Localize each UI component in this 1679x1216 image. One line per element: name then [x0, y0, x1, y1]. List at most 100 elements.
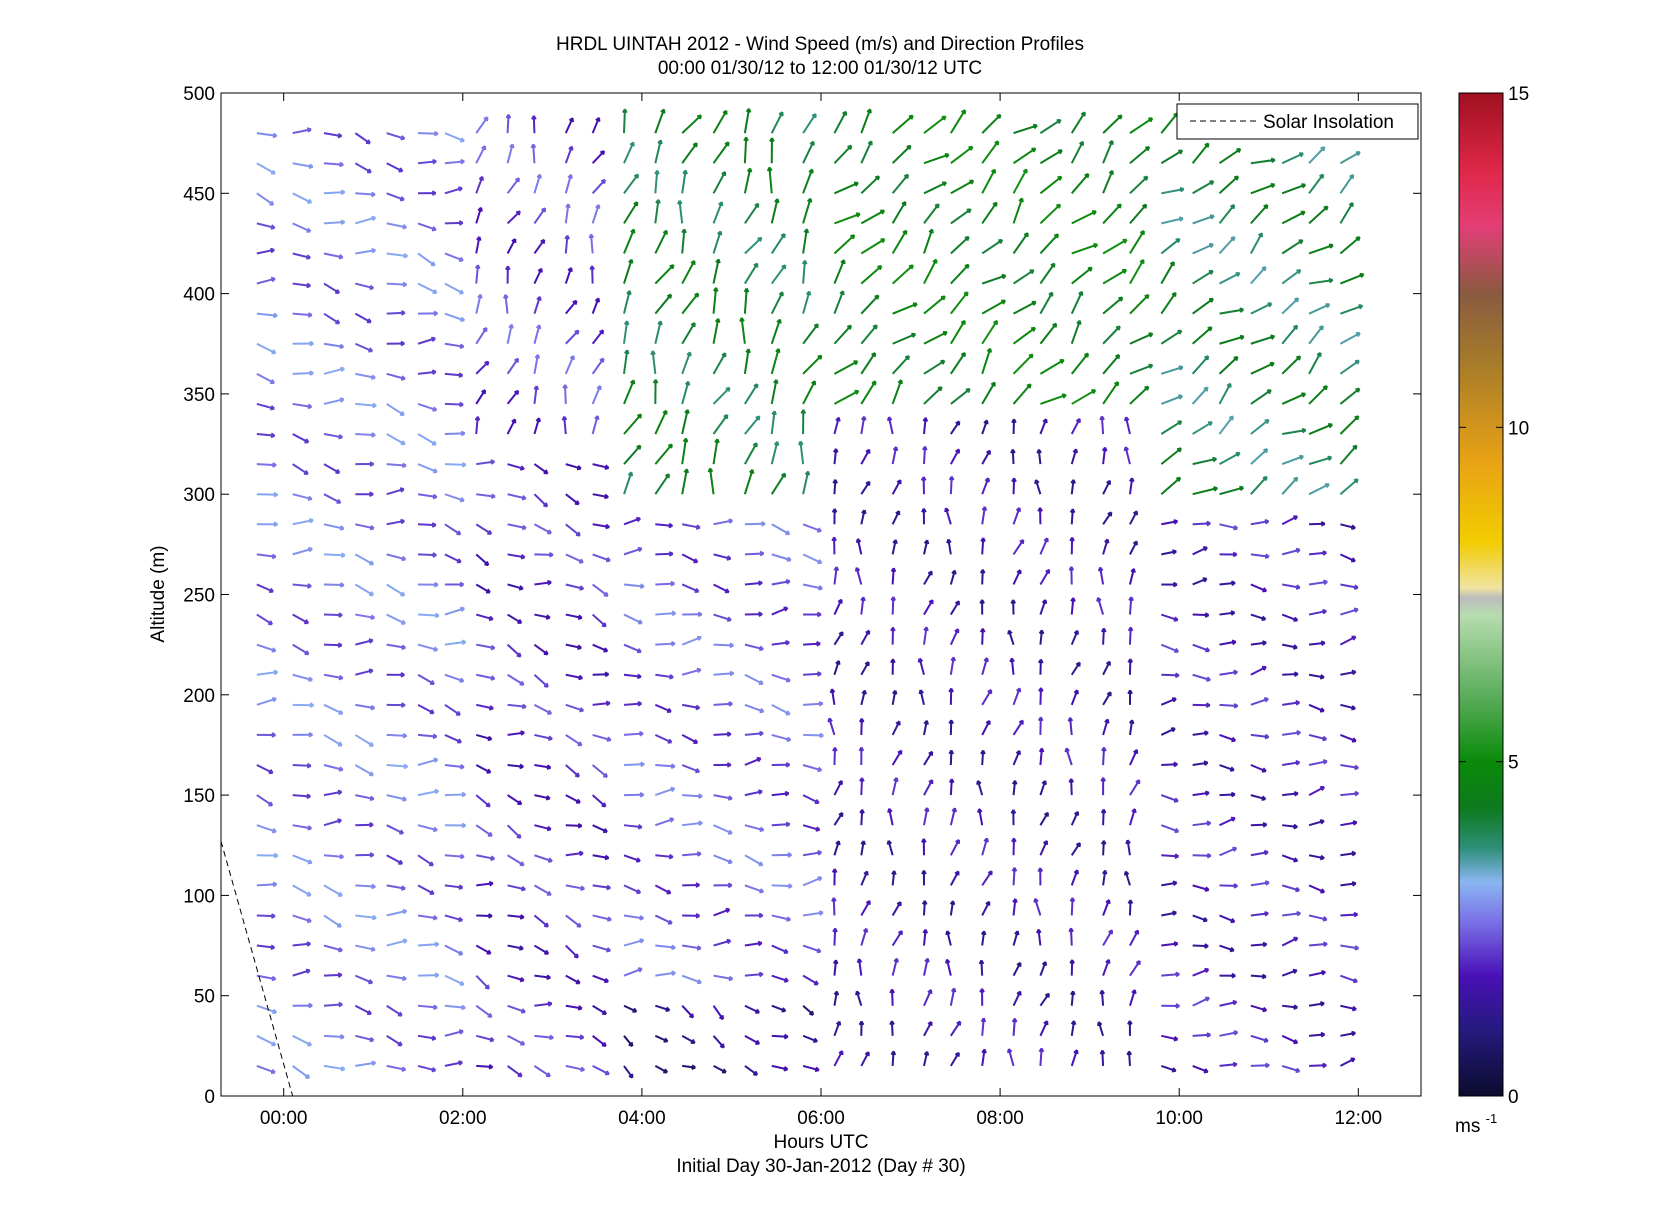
wind-vector: [386, 192, 405, 202]
wind-vector: [979, 628, 986, 645]
wind-vector: [981, 113, 1002, 134]
wind-vector: [1039, 358, 1065, 375]
wind-vector: [833, 1020, 842, 1037]
wind-vector: [623, 444, 642, 465]
wind-vector: [860, 352, 877, 375]
wind-vector: [506, 323, 514, 344]
colorbar-unit-exp: -1: [1486, 1111, 1498, 1126]
wind-vector: [1219, 791, 1236, 798]
wind-vector: [623, 854, 641, 863]
wind-vector: [771, 1064, 789, 1072]
wind-vector: [623, 730, 644, 737]
wind-vector: [743, 469, 755, 495]
wind-vector: [444, 974, 465, 986]
wind-vector: [475, 613, 494, 622]
wind-vector: [354, 312, 372, 324]
wind-vector: [1219, 944, 1235, 953]
wind-vector: [655, 640, 676, 647]
wind-vector: [256, 192, 275, 206]
wind-vector: [354, 734, 374, 747]
wind-vector: [1192, 180, 1215, 195]
wind-vector: [256, 974, 277, 982]
wind-vector: [654, 409, 668, 435]
wind-vector: [771, 1033, 789, 1040]
wind-vector: [1281, 968, 1298, 977]
wind-vector: [323, 397, 345, 405]
wind-vector: [1037, 867, 1044, 886]
wind-vector: [948, 778, 955, 796]
wind-vector: [1071, 242, 1099, 255]
wind-vector: [713, 854, 733, 865]
wind-vector: [654, 1034, 669, 1043]
wind-vector: [655, 970, 676, 977]
wind-vector: [386, 1064, 407, 1072]
wind-vector: [1218, 204, 1236, 225]
wind-vector: [981, 689, 993, 706]
wind-vector: [744, 854, 764, 867]
wind-vector: [681, 322, 696, 345]
wind-vector: [1219, 639, 1237, 646]
wind-vector: [475, 794, 491, 808]
wind-vector: [923, 750, 934, 766]
wind-vector: [1219, 733, 1237, 743]
wind-vector: [1192, 760, 1209, 766]
wind-vector: [1101, 446, 1108, 465]
wind-vector: [1070, 172, 1090, 194]
wind-vector: [533, 643, 549, 656]
wind-vector: [891, 479, 902, 495]
wind-vector: [713, 824, 733, 835]
wind-vector: [355, 822, 374, 828]
wind-vector: [744, 971, 764, 978]
wind-vector: [417, 972, 440, 979]
wind-vector: [292, 884, 312, 897]
wind-vector: [1308, 1001, 1325, 1007]
wind-vector: [292, 252, 311, 260]
wind-vector: [1250, 910, 1269, 917]
wind-vector: [417, 788, 440, 797]
wind-vector: [802, 824, 821, 832]
wind-vector: [592, 700, 611, 707]
wind-vector: [1039, 568, 1051, 585]
wind-vector: [744, 884, 765, 894]
wind-vector: [534, 1001, 553, 1007]
wind-vector: [1250, 764, 1267, 773]
wind-vector: [1102, 325, 1121, 345]
wind-vector: [743, 108, 752, 134]
wind-vector: [1160, 291, 1177, 315]
wind-vector: [950, 351, 966, 375]
wind-vector: [292, 340, 314, 347]
y-tick-label: 0: [204, 1087, 215, 1108]
wind-vector: [712, 1035, 725, 1049]
wind-vector: [980, 1017, 987, 1036]
wind-vector: [1068, 927, 1074, 946]
wind-vector: [832, 927, 838, 946]
wind-vector: [1250, 448, 1269, 465]
wind-vector: [1192, 297, 1214, 315]
wind-vector: [654, 264, 675, 285]
wind-vector: [354, 162, 372, 174]
wind-vector: [981, 381, 996, 405]
wind-vector: [1340, 790, 1359, 797]
chart-subtitle: 00:00 01/30/12 to 12:00 01/30/12 UTC: [658, 58, 982, 79]
wind-vector: [1340, 944, 1360, 951]
wind-vector: [323, 764, 344, 772]
wind-vector: [505, 265, 511, 284]
wind-vector: [386, 763, 409, 770]
wind-vector: [1161, 853, 1180, 859]
wind-vector: [292, 762, 312, 769]
wind-vector: [1039, 961, 1048, 976]
wind-vector: [623, 1035, 634, 1048]
wind-vector: [533, 463, 549, 475]
wind-vector: [564, 355, 575, 375]
wind-vector: [1308, 1031, 1326, 1038]
wind-vector: [386, 884, 406, 891]
wind-vector: [1160, 329, 1183, 345]
wind-vector: [256, 696, 277, 706]
wind-vector: [1011, 837, 1017, 856]
wind-vector: [1218, 382, 1232, 405]
wind-vector: [354, 553, 375, 566]
wind-vector: [923, 779, 934, 796]
wind-vector: [355, 1034, 375, 1043]
wind-vector: [1039, 1020, 1049, 1037]
wind-vector: [1250, 361, 1275, 375]
